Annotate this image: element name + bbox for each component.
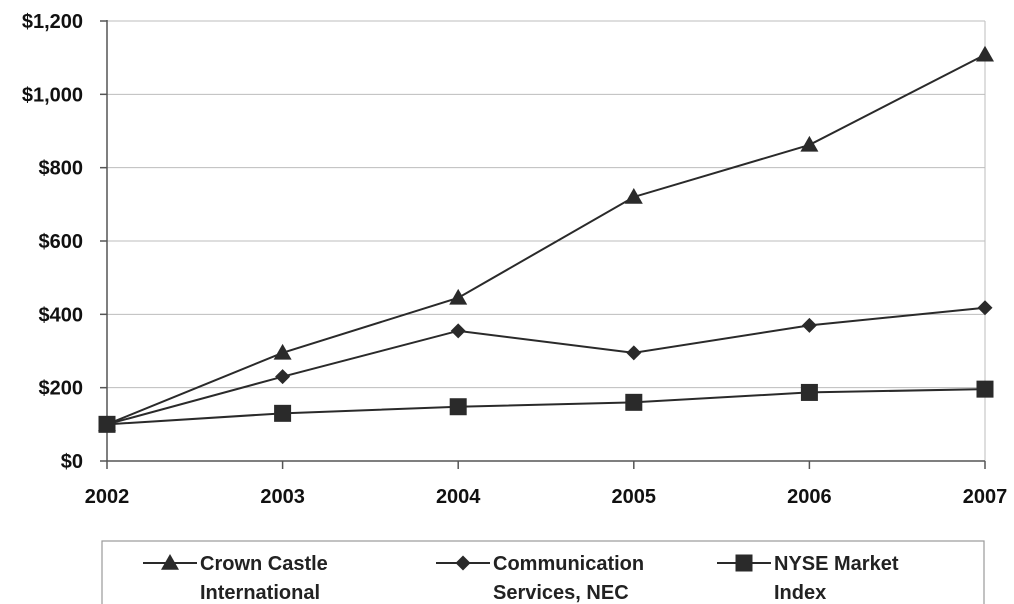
legend-diamond-icon — [455, 555, 471, 571]
y-tick-label: $400 — [39, 304, 84, 326]
legend-item: Communication Services, NEC — [436, 553, 644, 604]
y-tick-labels: $0 $200 $400 $600 $800 $1,000 $1,200 — [22, 11, 83, 473]
series-line — [106, 306, 986, 426]
legend-square-icon — [735, 554, 753, 572]
axes — [100, 20, 986, 469]
x-tick-label: 2004 — [436, 486, 481, 508]
legend-label: Communication — [493, 553, 644, 575]
data-point-square — [98, 415, 116, 433]
legend-triangle-icon — [161, 554, 179, 570]
data-point-square — [449, 398, 467, 416]
data-point-diamond — [450, 323, 466, 339]
data-point-diamond — [275, 369, 291, 385]
y-tick-label: $0 — [61, 451, 83, 473]
x-tick-label: 2007 — [963, 486, 1008, 508]
series-line — [106, 388, 986, 426]
legend-label: NYSE Market — [774, 553, 899, 575]
data-point-diamond — [977, 300, 993, 316]
series-line — [106, 53, 986, 426]
data-point-triangle — [449, 288, 468, 305]
legend-item: Crown Castle International — [143, 553, 328, 604]
x-tick-label: 2002 — [85, 486, 130, 508]
y-tick-label: $1,200 — [22, 11, 83, 33]
legend-box — [101, 540, 985, 604]
data-point-triangle — [800, 135, 819, 152]
series-square — [98, 380, 994, 433]
legend-item: NYSE Market Index — [717, 553, 899, 604]
data-point-diamond — [626, 345, 642, 361]
legend-label: International — [200, 582, 320, 604]
y-tick-label: $800 — [39, 158, 84, 180]
legend: Crown Castle International Communication Se… — [101, 540, 985, 604]
series-triangle — [98, 45, 994, 432]
gridlines — [107, 20, 986, 461]
data-point-triangle — [624, 188, 643, 204]
y-tick-label: $600 — [39, 231, 84, 253]
x-tick-label: 2005 — [612, 486, 657, 508]
data-point-square — [625, 393, 643, 411]
series — [98, 45, 994, 433]
legend-label: Crown Castle — [200, 553, 328, 575]
data-point-triangle — [976, 45, 994, 62]
data-point-square — [274, 404, 292, 422]
series-diamond — [99, 300, 993, 432]
y-tick-label: $1,000 — [22, 84, 83, 106]
data-point-triangle — [273, 343, 292, 360]
x-tick-label: 2006 — [787, 486, 832, 508]
x-tick-label: 2003 — [260, 486, 305, 508]
legend-label: Index — [774, 582, 826, 604]
y-tick-label: $200 — [39, 378, 84, 400]
data-point-diamond — [801, 317, 817, 333]
x-tick-labels: 2002 2003 2004 2005 2006 2007 — [85, 486, 1008, 508]
legend-label: Services, NEC — [493, 582, 629, 604]
data-point-square — [800, 383, 818, 401]
data-point-square — [976, 380, 994, 398]
